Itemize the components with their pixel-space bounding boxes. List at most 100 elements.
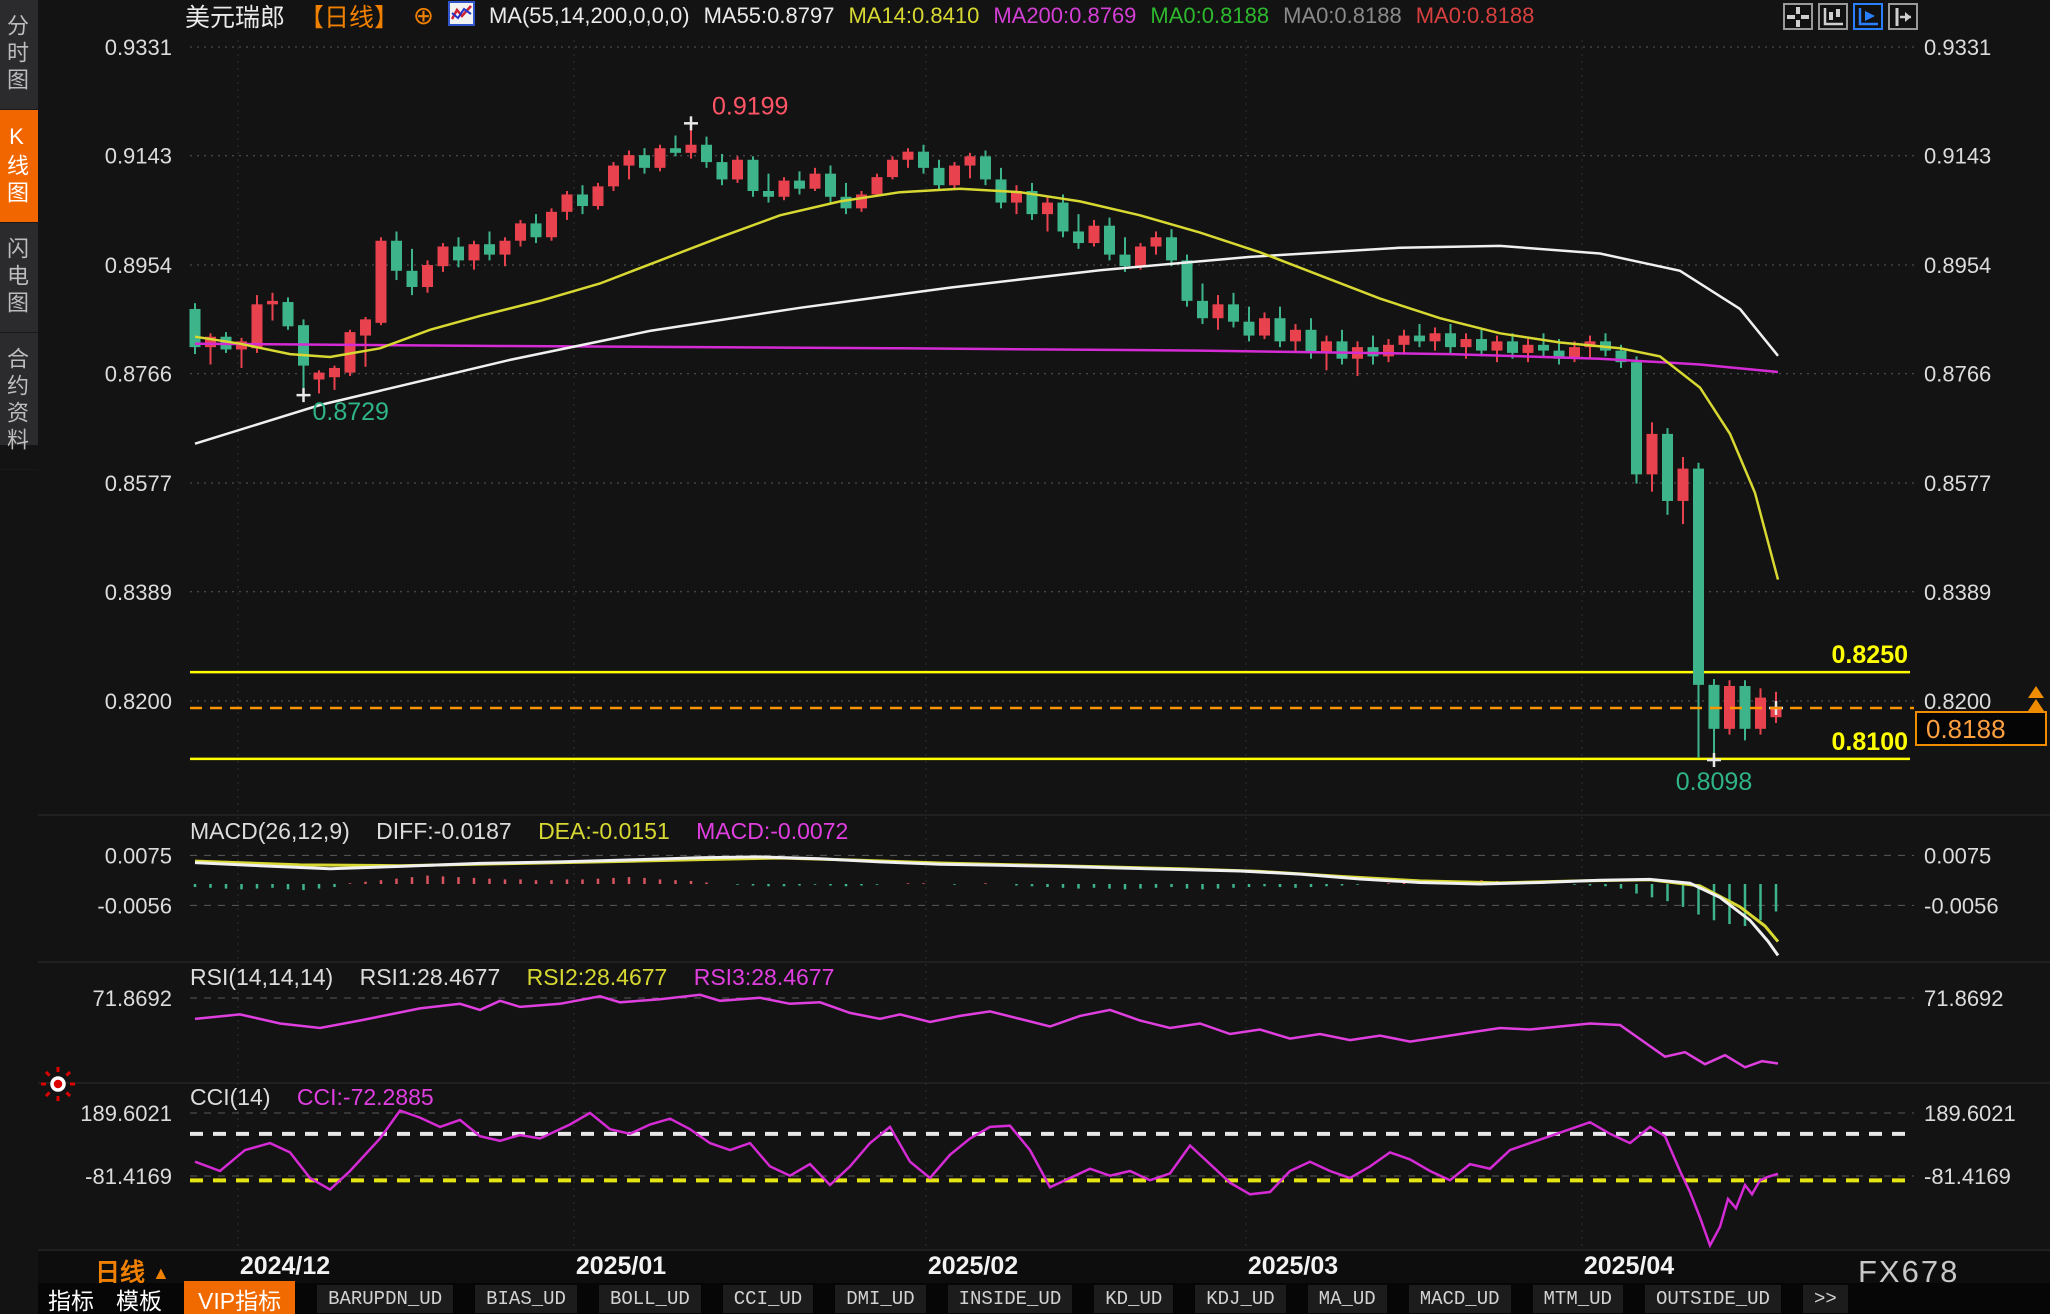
chart-text: 0.8188 (1926, 714, 2006, 744)
period-selector[interactable]: 日线 ▲ (95, 1259, 170, 1287)
chart-type-sidebar: 分时图 K线图 闪电图 合约资料 (0, 0, 38, 470)
chart-text: 0.8250 (1832, 641, 1908, 669)
chart-text: 0.8766 (1924, 362, 1991, 387)
macd-macd-value: MACD:-0.0072 (696, 818, 849, 844)
chart-text: -81.4169 (85, 1164, 172, 1189)
macd-panel: 0.0075 0.0075 -0.0056 -0.0056 (97, 843, 1999, 957)
chart-text: 0.8954 (1924, 253, 1991, 278)
pan-crosshair-icon[interactable] (1783, 3, 1813, 30)
ma14-value: MA14:0.8410 (848, 3, 980, 28)
x-axis-label: 2025/04 (1584, 1252, 1674, 1280)
macd-label-row: MACD(26,12,9) DIFF:-0.0187 DEA:-0.0151 M… (190, 818, 868, 845)
tab-cci-ud[interactable]: CCI_UD (722, 1284, 814, 1313)
macd-title: MACD(26,12,9) (190, 818, 350, 844)
ma200-value: MA200:0.8769 (993, 3, 1137, 28)
tab-barupdn-ud[interactable]: BARUPDN_UD (317, 1284, 454, 1313)
x-axis-labels: 2024/12 2025/01 2025/02 2025/03 2025/04 (240, 1252, 1674, 1280)
fx678-watermark: FX678 (1858, 1254, 1960, 1289)
cci-label-row: CCI(14) CCI:-72.2885 (190, 1084, 454, 1111)
axis-candle-icon[interactable] (1818, 3, 1848, 30)
indicator-toolbar: 指标 模板 VIP指标 BARUPDN_UD BIAS_UD BOLL_UD C… (38, 1280, 2050, 1314)
chevron-up-icon: ▲ (151, 1263, 170, 1283)
chart-text: 0.8766 (105, 362, 172, 387)
chart-text: 189.6021 (1924, 1101, 2016, 1126)
tab-ma-ud[interactable]: MA_UD (1307, 1284, 1387, 1313)
tab-boll-ud[interactable]: BOLL_UD (598, 1284, 701, 1313)
alert-dot-icon (41, 1067, 75, 1101)
price-gridlines: 0.9331 0.9331 0.9143 0.9143 0.8954 0.8954 0.87… (105, 35, 1992, 714)
chart-text: 0.8100 (1832, 728, 1908, 756)
current-price-line: 0.8188 (190, 685, 2047, 746)
chart-text: -81.4169 (1924, 1164, 2011, 1189)
candles-layer (189, 123, 1782, 761)
month-gridlines (237, 40, 1583, 1250)
chart-text: 0.8954 (105, 253, 172, 278)
chart-text: 0.9143 (1924, 144, 1991, 169)
ma0-value-green: MA0:0.8188 (1150, 3, 1270, 28)
x-axis-label: 2025/03 (1248, 1252, 1338, 1280)
chart-text: -0.0056 (97, 893, 172, 918)
chart-text: 189.6021 (80, 1101, 172, 1126)
cci-title: CCI(14) (190, 1084, 271, 1110)
chart-header: 美元瑞郎 【日线】 ⊕ MA(55,14,200,0,0,0) MA55:0.8… (185, 0, 1534, 32)
symbol-title: 美元瑞郎 (185, 4, 286, 32)
rsi-panel: 71.8692 71.8692 (92, 986, 2004, 1069)
ma-lines-layer (194, 187, 1780, 580)
cci-panel: 189.6021 189.6021 -81.4169 -81.4169 (80, 1101, 2016, 1249)
macd-dea-value: DEA:-0.0151 (538, 818, 670, 844)
sidebar-item-contract-info[interactable]: 合约资料 (0, 333, 38, 470)
chart-style-icon[interactable] (447, 1, 475, 31)
chart-text: 0.0075 (1924, 843, 1991, 868)
tab-kd-ud[interactable]: KD_UD (1094, 1284, 1174, 1313)
chart-text: 0.8200 (1924, 689, 1991, 714)
support-resistance-lines: 0.8250 0.8100 (190, 641, 1910, 761)
tab-mtm-ud[interactable]: MTM_UD (1532, 1284, 1623, 1313)
sidebar-item-kline-chart[interactable]: K线图 (0, 110, 38, 223)
chart-text: 0.8577 (105, 471, 172, 496)
chart-text: 71.8692 (1924, 986, 2004, 1011)
price-annotations: 0.9199 0.8729 0.8098 (296, 92, 1783, 796)
rsi-title: RSI(14,14,14) (190, 964, 334, 990)
chart-text: 0.0075 (105, 843, 172, 868)
ma55-value: MA55:0.8797 (703, 3, 835, 28)
chart-text: 0.9143 (105, 144, 172, 169)
chart-tool-buttons (1783, 3, 1918, 30)
chart-text: 0.9331 (105, 35, 172, 60)
sidebar-item-time-chart[interactable]: 分时图 (0, 0, 38, 110)
ma-parameters: MA(55,14,200,0,0,0) (488, 3, 690, 28)
tab-dmi-ud[interactable]: DMI_UD (835, 1284, 926, 1313)
chart-text: -0.0056 (1924, 893, 1999, 918)
tab-inside-ud[interactable]: INSIDE_UD (947, 1284, 1073, 1313)
chart-text: 0.8729 (313, 398, 389, 426)
tab-templates[interactable]: 模板 (116, 1287, 162, 1314)
x-axis-label: 2024/12 (240, 1252, 330, 1280)
rsi-label-row: RSI(14,14,14) RSI1:28.4677 RSI2:28.4677 … (190, 964, 854, 991)
tab-outside-ud[interactable]: OUTSIDE_UD (1644, 1284, 1781, 1313)
macd-diff-value: DIFF:-0.0187 (376, 818, 512, 844)
tab-more[interactable]: >> (1802, 1284, 1848, 1313)
ma0-value-gray: MA0:0.8188 (1283, 3, 1402, 28)
x-axis-label: 2025/01 (576, 1252, 666, 1280)
x-axis-label: 2025/02 (928, 1252, 1018, 1280)
sidebar-item-lightning-chart[interactable]: 闪电图 (0, 223, 38, 333)
chart-text: 0.9331 (1924, 35, 1991, 60)
chart-text: 0.8389 (105, 580, 172, 605)
chart-text: 0.8577 (1924, 471, 1991, 496)
add-indicator-icon[interactable]: ⊕ (413, 1, 434, 30)
ma0-value-red: MA0:0.8188 (1415, 3, 1535, 28)
chart-text: 0.8098 (1676, 768, 1752, 796)
tab-kdj-ud[interactable]: KDJ_UD (1195, 1284, 1286, 1313)
rsi3-value: RSI3:28.4677 (693, 964, 835, 990)
axis-export-icon[interactable] (1888, 3, 1918, 30)
tab-bias-ud[interactable]: BIAS_UD (475, 1284, 577, 1313)
period-tag: 【日线】 (299, 4, 400, 32)
chart-text: 0.8389 (1924, 580, 1991, 605)
tab-vip-indicators[interactable]: VIP指标 (184, 1280, 296, 1314)
tab-macd-ud[interactable]: MACD_UD (1408, 1284, 1511, 1313)
axis-play-icon[interactable] (1853, 3, 1883, 30)
tab-indicators[interactable]: 指标 (48, 1287, 94, 1314)
cci-value: CCI:-72.2885 (296, 1084, 434, 1110)
rsi2-value: RSI2:28.4677 (526, 964, 668, 990)
